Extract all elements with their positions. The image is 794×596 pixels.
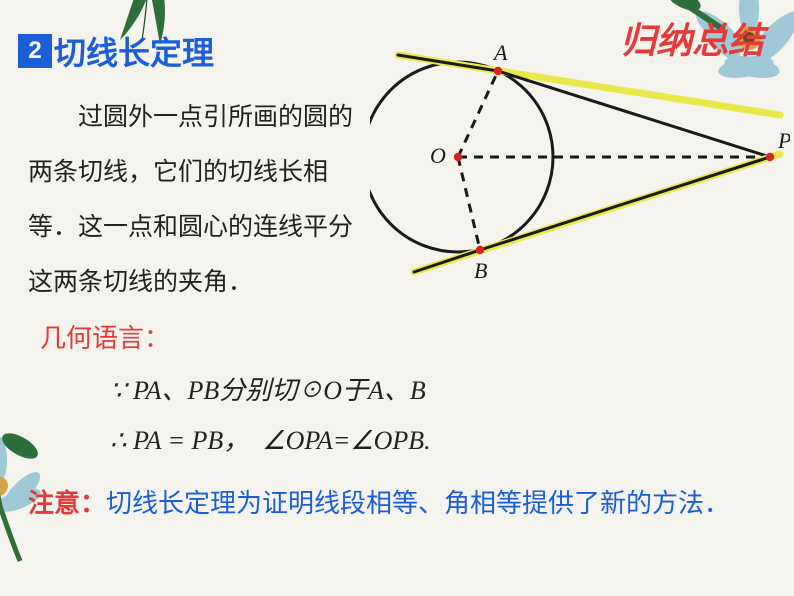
note-prefix: 注意： <box>28 489 106 518</box>
tangent-diagram: O A B P <box>370 30 790 290</box>
geom-premise: ∵ PA、PB分别切☉O于A、B <box>110 370 426 407</box>
svg-text:P: P <box>777 128 790 153</box>
theorem-text: 过圆外一点引所画的圆的两条切线，它们的切线长相等．这一点和圆心的连线平分这两条切… <box>28 90 358 310</box>
svg-text:A: A <box>492 40 508 65</box>
geom-conclusion: ∴ PA = PB， ∠OPA=∠OPB. <box>110 420 431 457</box>
note-body: 切线长定理为证明线段相等、角相等提供了新的方法． <box>106 489 730 518</box>
note-text: 注意：切线长定理为证明线段相等、角相等提供了新的方法． <box>28 478 766 530</box>
svg-text:O: O <box>430 143 446 168</box>
topic-number: 2 <box>18 34 52 68</box>
geom-language-label: 几何语言： <box>40 318 170 355</box>
svg-text:B: B <box>474 258 487 283</box>
topic-badge: 2 切线长定理 <box>18 28 214 74</box>
topic-title: 切线长定理 <box>54 28 214 74</box>
